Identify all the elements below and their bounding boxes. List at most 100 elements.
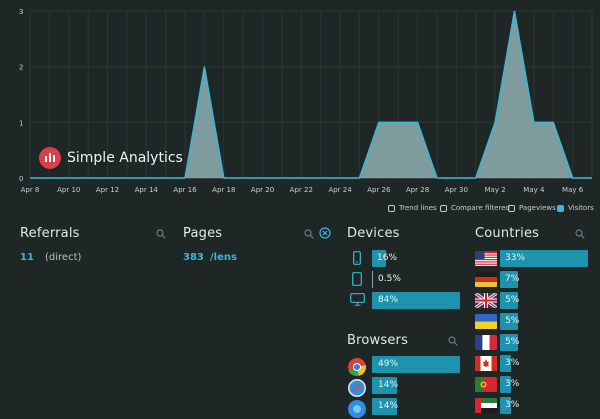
visitors-line: [30, 10, 592, 179]
browser-bar: [372, 356, 460, 373]
y-axis-ticks: 0 1 2 3: [19, 8, 23, 183]
device-percent: 0.5%: [378, 274, 401, 284]
devices-title: Devices: [347, 226, 400, 241]
device-bar: [372, 250, 386, 267]
x-axis-ticks: Apr 8 Apr 10 Apr 12 Apr 14 Apr 16 Apr 18 Apr 2…: [21, 186, 584, 194]
country-percent: 33%: [505, 253, 526, 263]
country-bar: [500, 355, 511, 372]
country-row[interactable]: 7%: [500, 271, 590, 288]
canada-flag-icon: [475, 356, 497, 371]
x-tick-label: Apr 18: [212, 186, 235, 194]
country-bar: [500, 271, 518, 288]
desktop-icon: [350, 293, 365, 306]
browser-bar: [372, 377, 397, 394]
france-flag-icon: [475, 335, 497, 350]
y-tick-label: 3: [19, 8, 23, 16]
browser-percent: 14%: [378, 380, 399, 390]
device-percent: 84%: [378, 295, 399, 305]
portugal-flag-icon: [475, 377, 497, 392]
safari-icon: [348, 379, 366, 397]
country-bar: [500, 334, 518, 351]
country-percent: 3%: [505, 400, 520, 410]
country-row[interactable]: 5%: [500, 334, 590, 351]
country-percent: 5%: [505, 295, 520, 305]
device-percent: 16%: [377, 253, 398, 263]
browser-percent: 14%: [378, 401, 399, 411]
checkbox-icon[interactable]: [508, 204, 515, 212]
device-bar: [372, 271, 373, 288]
brand-name: Simple Analytics: [67, 150, 183, 166]
x-tick-label: Apr 26: [367, 186, 391, 194]
germany-flag-icon: [475, 272, 497, 287]
logo-icon: [39, 147, 61, 169]
country-percent: 5%: [505, 316, 520, 326]
x-tick-label: Apr 16: [173, 186, 197, 194]
browser-icon: [348, 400, 366, 418]
country-percent: 5%: [505, 337, 520, 347]
visitors-area: [30, 11, 592, 178]
browser-row[interactable]: 49%: [372, 356, 462, 373]
search-icon[interactable]: [575, 229, 585, 239]
browser-row[interactable]: 14%: [372, 377, 462, 394]
search-icon[interactable]: [304, 229, 314, 239]
browser-percent: 49%: [378, 359, 399, 369]
checkbox-icon[interactable]: [440, 204, 447, 212]
country-bar: [500, 397, 511, 414]
uk-flag-icon: [475, 293, 497, 308]
country-row[interactable]: 33%: [500, 250, 590, 267]
x-tick-label: Apr 14: [135, 186, 159, 194]
x-tick-label: Apr 30: [445, 186, 468, 194]
y-tick-label: 2: [19, 64, 23, 72]
x-tick-label: Apr 20: [251, 186, 274, 194]
x-tick-label: Apr 24: [328, 186, 352, 194]
legend-pageviews[interactable]: Pageviews: [508, 202, 556, 214]
country-row[interactable]: 5%: [500, 292, 590, 309]
country-bar: [500, 292, 518, 309]
browser-row[interactable]: 14%: [372, 398, 462, 415]
country-bar: [500, 376, 511, 393]
search-icon[interactable]: [156, 229, 166, 239]
x-tick-label: Apr 22: [290, 186, 313, 194]
pages-title: Pages: [183, 226, 223, 241]
legend-compare-filtered[interactable]: Compare filtered: [440, 202, 510, 214]
referral-count: 11: [20, 252, 34, 263]
page-path[interactable]: /lens: [210, 252, 237, 263]
checkbox-checked-icon[interactable]: [557, 204, 564, 212]
device-row[interactable]: 84%: [372, 292, 462, 309]
referrals-title: Referrals: [20, 226, 80, 241]
search-icon[interactable]: [448, 336, 458, 346]
brand[interactable]: Simple Analytics: [39, 147, 183, 169]
referral-label[interactable]: (direct): [45, 252, 82, 263]
visitors-chart: 0 1 2 3 Apr 8 Apr 10 Apr 12 Apr 14 Apr 16 Apr 18…: [19, 8, 593, 194]
country-row[interactable]: 5%: [500, 313, 590, 330]
legend-visitors[interactable]: Visitors: [557, 202, 594, 214]
browsers-title: Browsers: [347, 333, 409, 348]
y-tick-label: 0: [19, 175, 23, 183]
phone-icon: [353, 251, 361, 265]
x-tick-label: Apr 8: [21, 186, 40, 194]
tablet-icon: [352, 272, 362, 286]
countries-title: Countries: [475, 226, 540, 241]
country-row[interactable]: 3%: [500, 355, 590, 372]
x-tick-label: May 4: [523, 186, 545, 194]
country-row[interactable]: 3%: [500, 376, 590, 393]
checkbox-icon[interactable]: [388, 204, 395, 212]
ukraine-flag-icon: [475, 314, 497, 329]
x-tick-label: May 2: [485, 186, 506, 194]
country-percent: 3%: [505, 379, 520, 389]
y-tick-label: 1: [19, 119, 23, 127]
x-tick-label: Apr 12: [96, 186, 119, 194]
device-row[interactable]: 0.5%: [372, 271, 462, 288]
clear-filter-icon[interactable]: [319, 227, 331, 239]
x-tick-label: Apr 10: [57, 186, 80, 194]
country-percent: 7%: [505, 274, 520, 284]
country-bar: [500, 313, 518, 330]
us-flag-icon: [475, 251, 497, 266]
uae-flag-icon: [475, 398, 497, 413]
legend-trend-lines[interactable]: Trend lines: [388, 202, 437, 214]
country-row[interactable]: 3%: [500, 397, 590, 414]
device-row[interactable]: 16%: [372, 250, 462, 267]
x-tick-label: May 6: [562, 186, 584, 194]
device-bar: [372, 292, 460, 309]
country-percent: 3%: [505, 358, 520, 368]
